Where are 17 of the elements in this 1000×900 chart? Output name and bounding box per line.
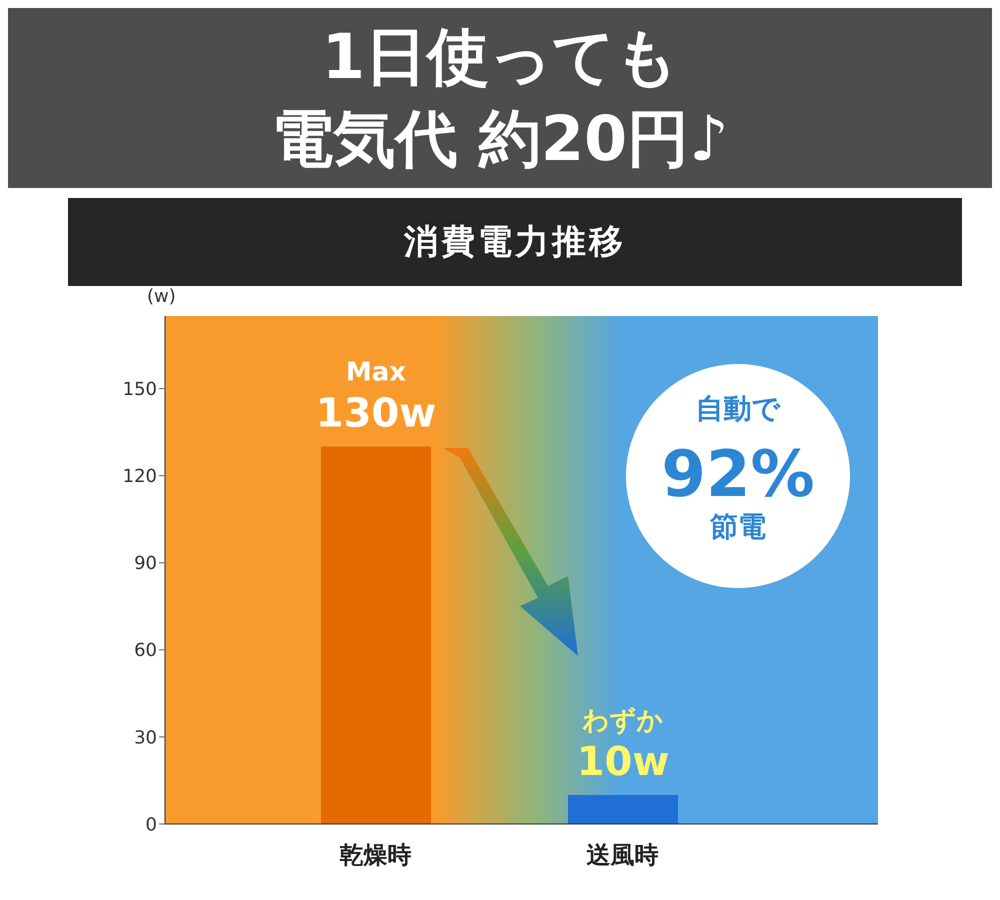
x-tick-label: 乾燥時 xyxy=(340,841,412,870)
annotation: 自動で xyxy=(696,392,782,425)
text: 電気代 約20円♪ xyxy=(270,101,730,177)
data-label: わずか 10w xyxy=(576,706,670,785)
annotation: 節電 xyxy=(709,510,766,543)
y-tick-label: 60 xyxy=(134,640,157,662)
x-tick-label: 送風時 xyxy=(586,841,658,870)
y-tick-label: 90 xyxy=(134,553,157,574)
y-tick-label: 150 xyxy=(122,378,157,400)
chart-subtitle: 消費電力推移 xyxy=(68,198,962,286)
y-tick-label: 0 xyxy=(146,814,157,836)
y-axis-title: (w) xyxy=(147,286,176,307)
data-label: Max 130w xyxy=(316,358,436,437)
chart-title: 1日使っても xyxy=(320,19,680,95)
y-tick-label: 30 xyxy=(134,727,157,748)
annotation: 92% xyxy=(661,438,815,512)
y-tick-label: 120 xyxy=(122,466,157,488)
